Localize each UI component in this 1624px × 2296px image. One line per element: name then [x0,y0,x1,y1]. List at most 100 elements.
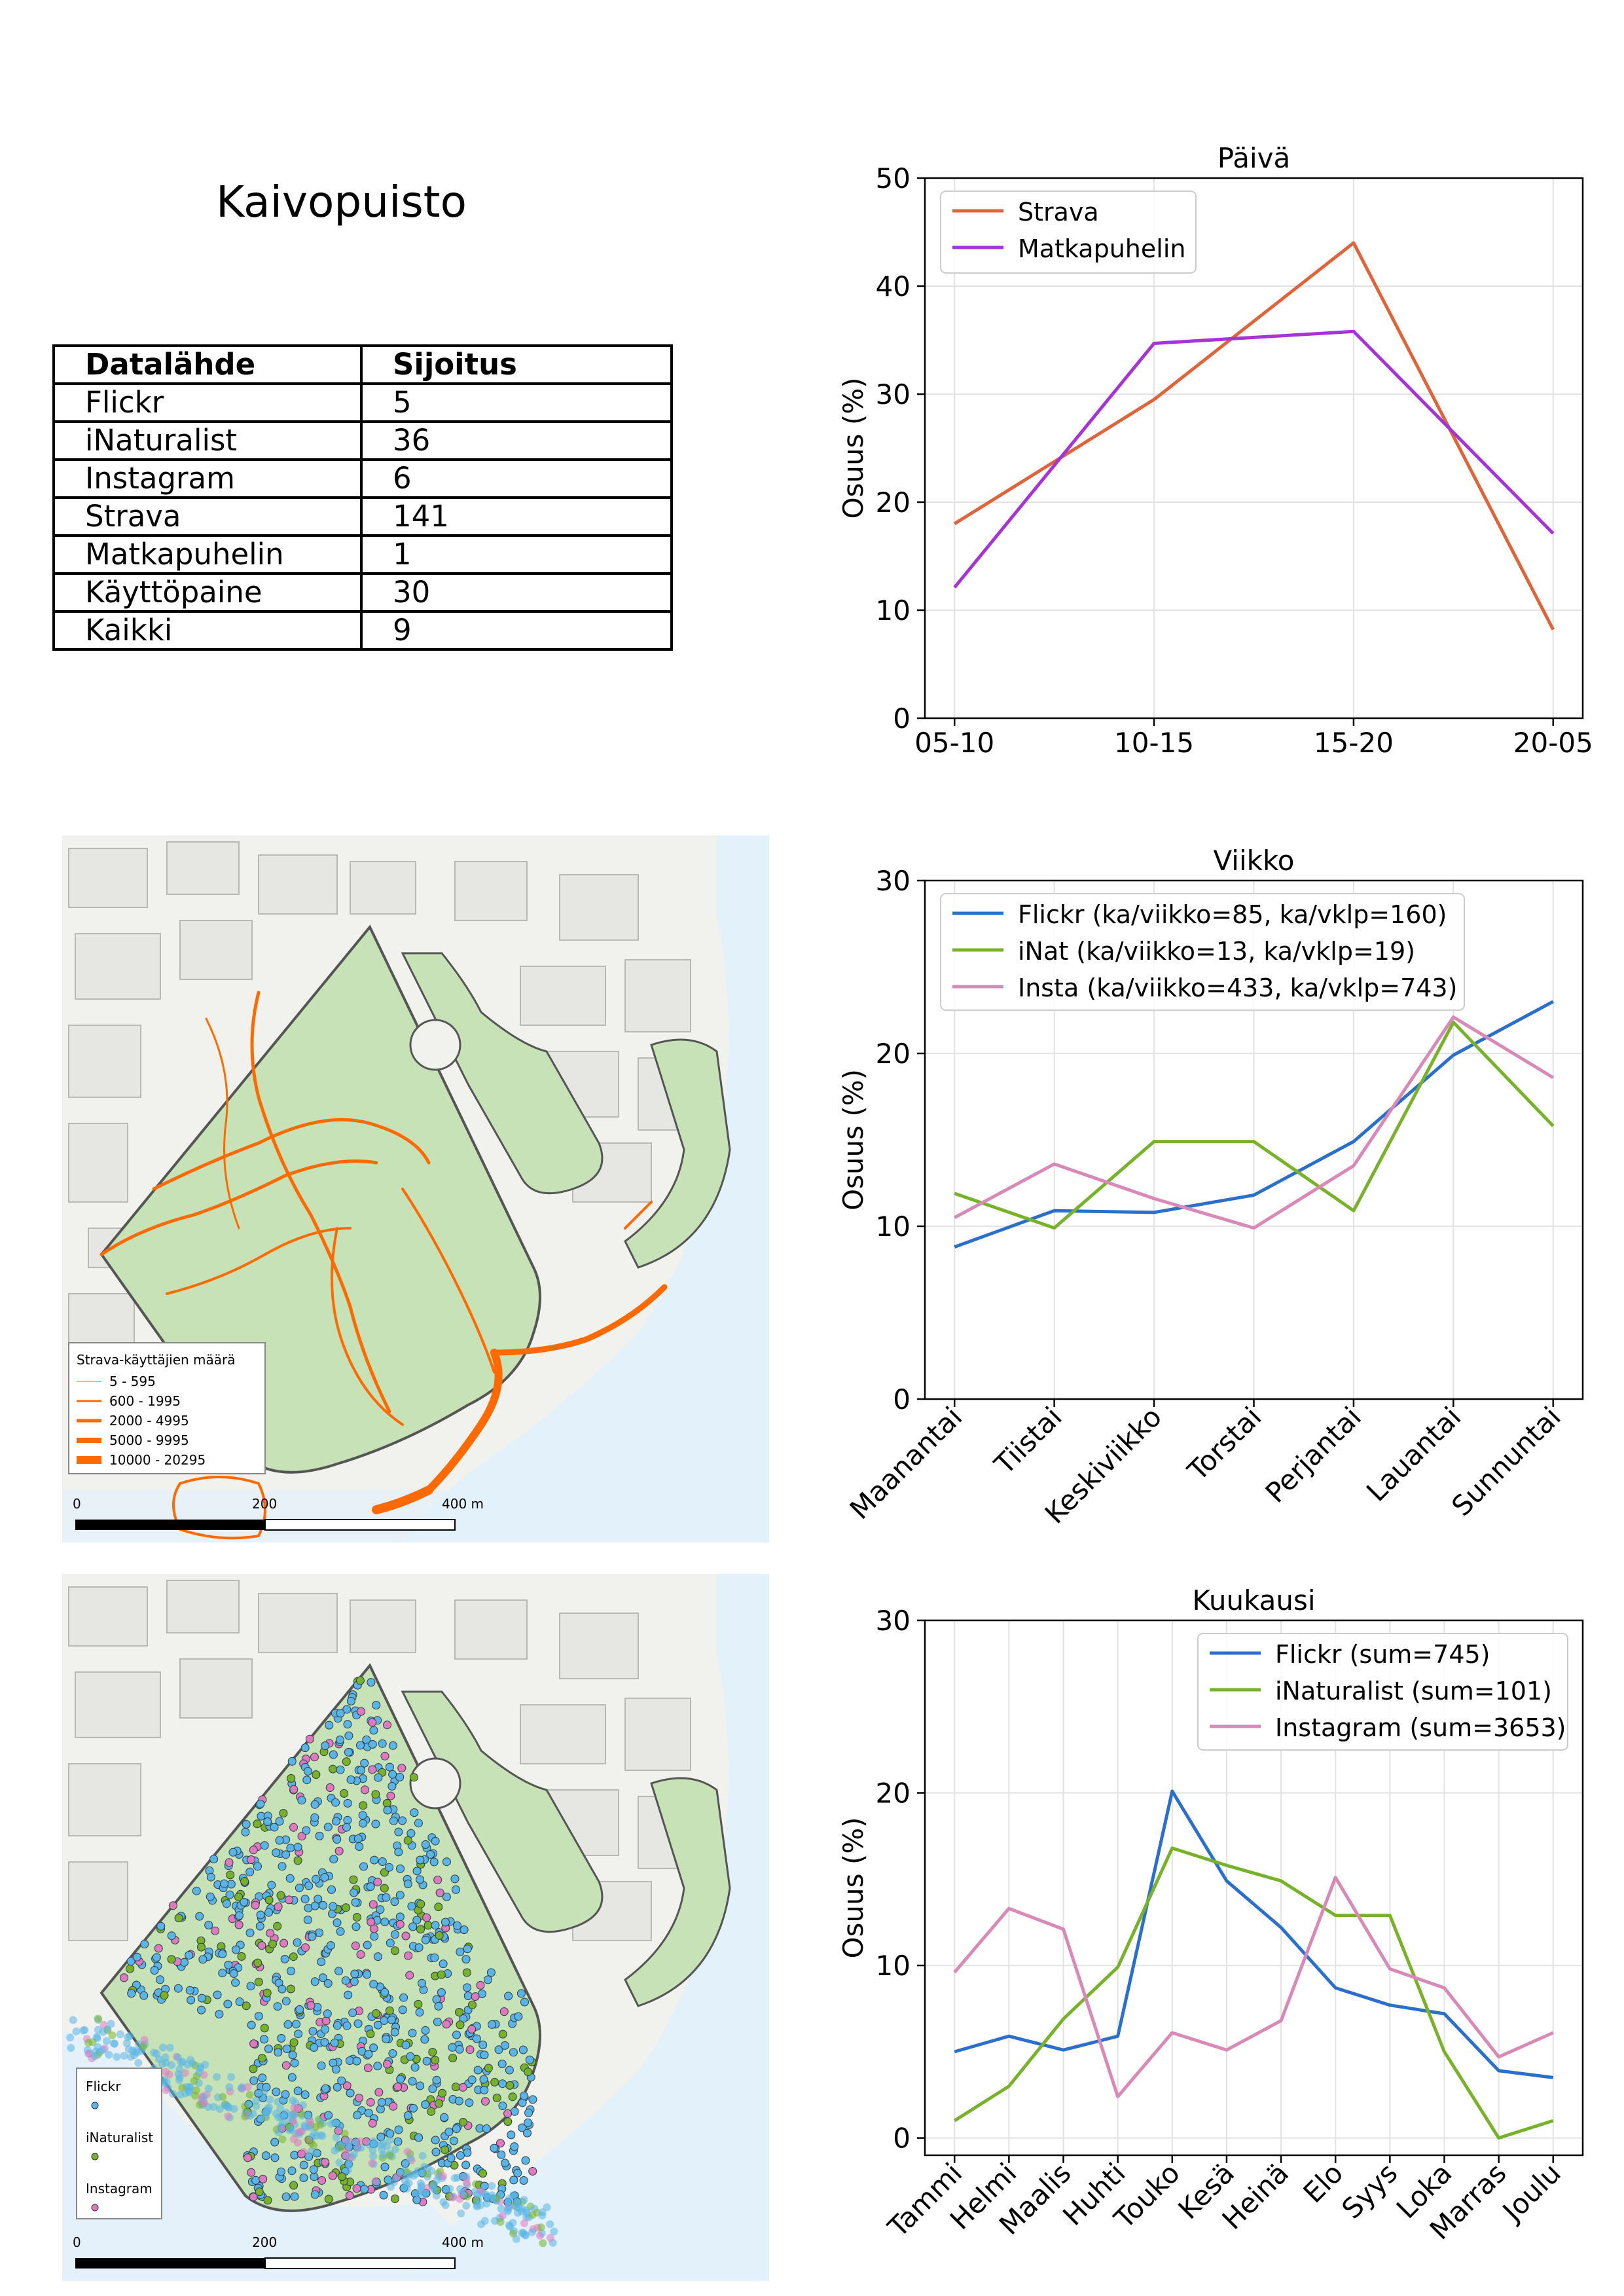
observation-point [213,2093,222,2102]
observation-point [486,1968,496,1977]
observation-point [317,2131,325,2140]
observation-point [162,2086,170,2094]
table-cell: Flickr [52,382,363,423]
observation-point [338,2172,346,2181]
strava-legend-item: 600 - 1995 [109,1393,181,1409]
observation-point [279,2119,287,2126]
observation-point [346,2088,355,2098]
observation-point [329,1764,338,1774]
observation-point [298,2109,306,2118]
table-row: Flickr 5 [52,382,673,423]
observation-point [520,2219,528,2227]
strava-legend: Strava-käyttäjien määrä 5 - 595 600 - 19… [68,1342,266,1474]
observation-point [258,2054,266,2063]
observation-point [505,2066,514,2075]
observation-point [366,2098,375,2107]
observation-point [312,1770,321,1779]
observation-point [433,1876,442,1884]
observation-point [389,2102,398,2111]
observation-point [211,1926,220,1935]
observation-point [279,1809,288,1818]
observation-point [377,2098,386,2107]
observation-point [280,1939,289,1948]
observation-point [366,1882,375,1891]
observation-point [418,1978,426,1988]
observation-point [295,2005,304,2014]
table-row: Kaikki 9 [52,610,673,651]
observation-point [140,2035,149,2044]
observation-point [329,1855,338,1864]
observation-point [113,2052,121,2061]
observation-point [353,2019,363,2028]
observation-point [427,2166,436,2175]
observation-point [359,1862,368,1871]
observation-point [257,1941,266,1950]
observation-point [350,1969,359,1978]
observation-point [244,2083,252,2091]
observation-point [431,1836,440,1846]
observation-point [262,1988,272,1997]
observation-point [235,1911,244,1920]
observation-point [366,2030,375,2039]
observation-point [442,2020,451,2029]
observation-point [524,2118,533,2127]
observation-point [351,1898,360,1907]
observation-point [185,1986,194,1995]
observation-point [421,1840,430,1849]
observation-point [249,2076,259,2085]
observation-point [406,2154,414,2162]
y-tick-label: 10 [876,1950,911,1982]
observation-point [394,2125,403,2134]
observation-point [285,1874,295,1883]
observation-point [287,1774,296,1783]
observation-point [321,2084,330,2093]
observation-point [312,1874,321,1884]
observation-point [336,1765,345,1774]
legend-box [940,191,1197,274]
observation-point [173,2053,182,2062]
observation-point [550,2227,558,2236]
observation-point [454,2096,463,2105]
observation-point [488,2181,496,2190]
observation-point [357,1707,366,1716]
observation-point [310,2172,319,2181]
observation-point [509,2219,517,2227]
x-tick-label: 10-15 [1114,727,1194,759]
observation-point [328,2171,337,2180]
observation-point [480,2217,489,2225]
observation-point [528,2228,536,2236]
observation-point [289,1785,298,1794]
observation-point [543,2203,551,2212]
observation-point [343,1798,352,1808]
observation-point [359,1801,368,1810]
observation-point [111,2039,119,2048]
observation-point [376,1905,385,1914]
observation-point [181,2069,189,2077]
table-row: iNaturalist 36 [52,420,673,461]
observation-point [403,2111,412,2120]
table-row: Käyttöpaine 30 [52,572,673,613]
series-line [953,241,1555,630]
observation-point [240,1877,249,1886]
observation-point [197,1942,206,1952]
observation-point [463,1983,472,1992]
observation-point [99,2046,107,2054]
observation-point [386,1939,395,1948]
observation-point [266,1929,275,1938]
observation-point [289,2135,298,2143]
observation-point [467,2075,477,2085]
observation-point [432,2191,441,2200]
observation-point [492,2093,501,2102]
observation-point [267,1880,276,1889]
observation-point [268,1939,277,1948]
observation-point [103,2025,111,2033]
observation-point [134,2058,143,2067]
observation-point [461,1955,471,1964]
observation-point [158,2060,166,2068]
observation-point [300,2121,309,2130]
observation-point [152,2049,160,2058]
observation-point [197,1994,206,2003]
observation-point [206,1892,215,1901]
observation-point [539,2239,547,2248]
points-map: Flickr iNaturalist Instagram 0 200 400 m [62,1574,769,2281]
